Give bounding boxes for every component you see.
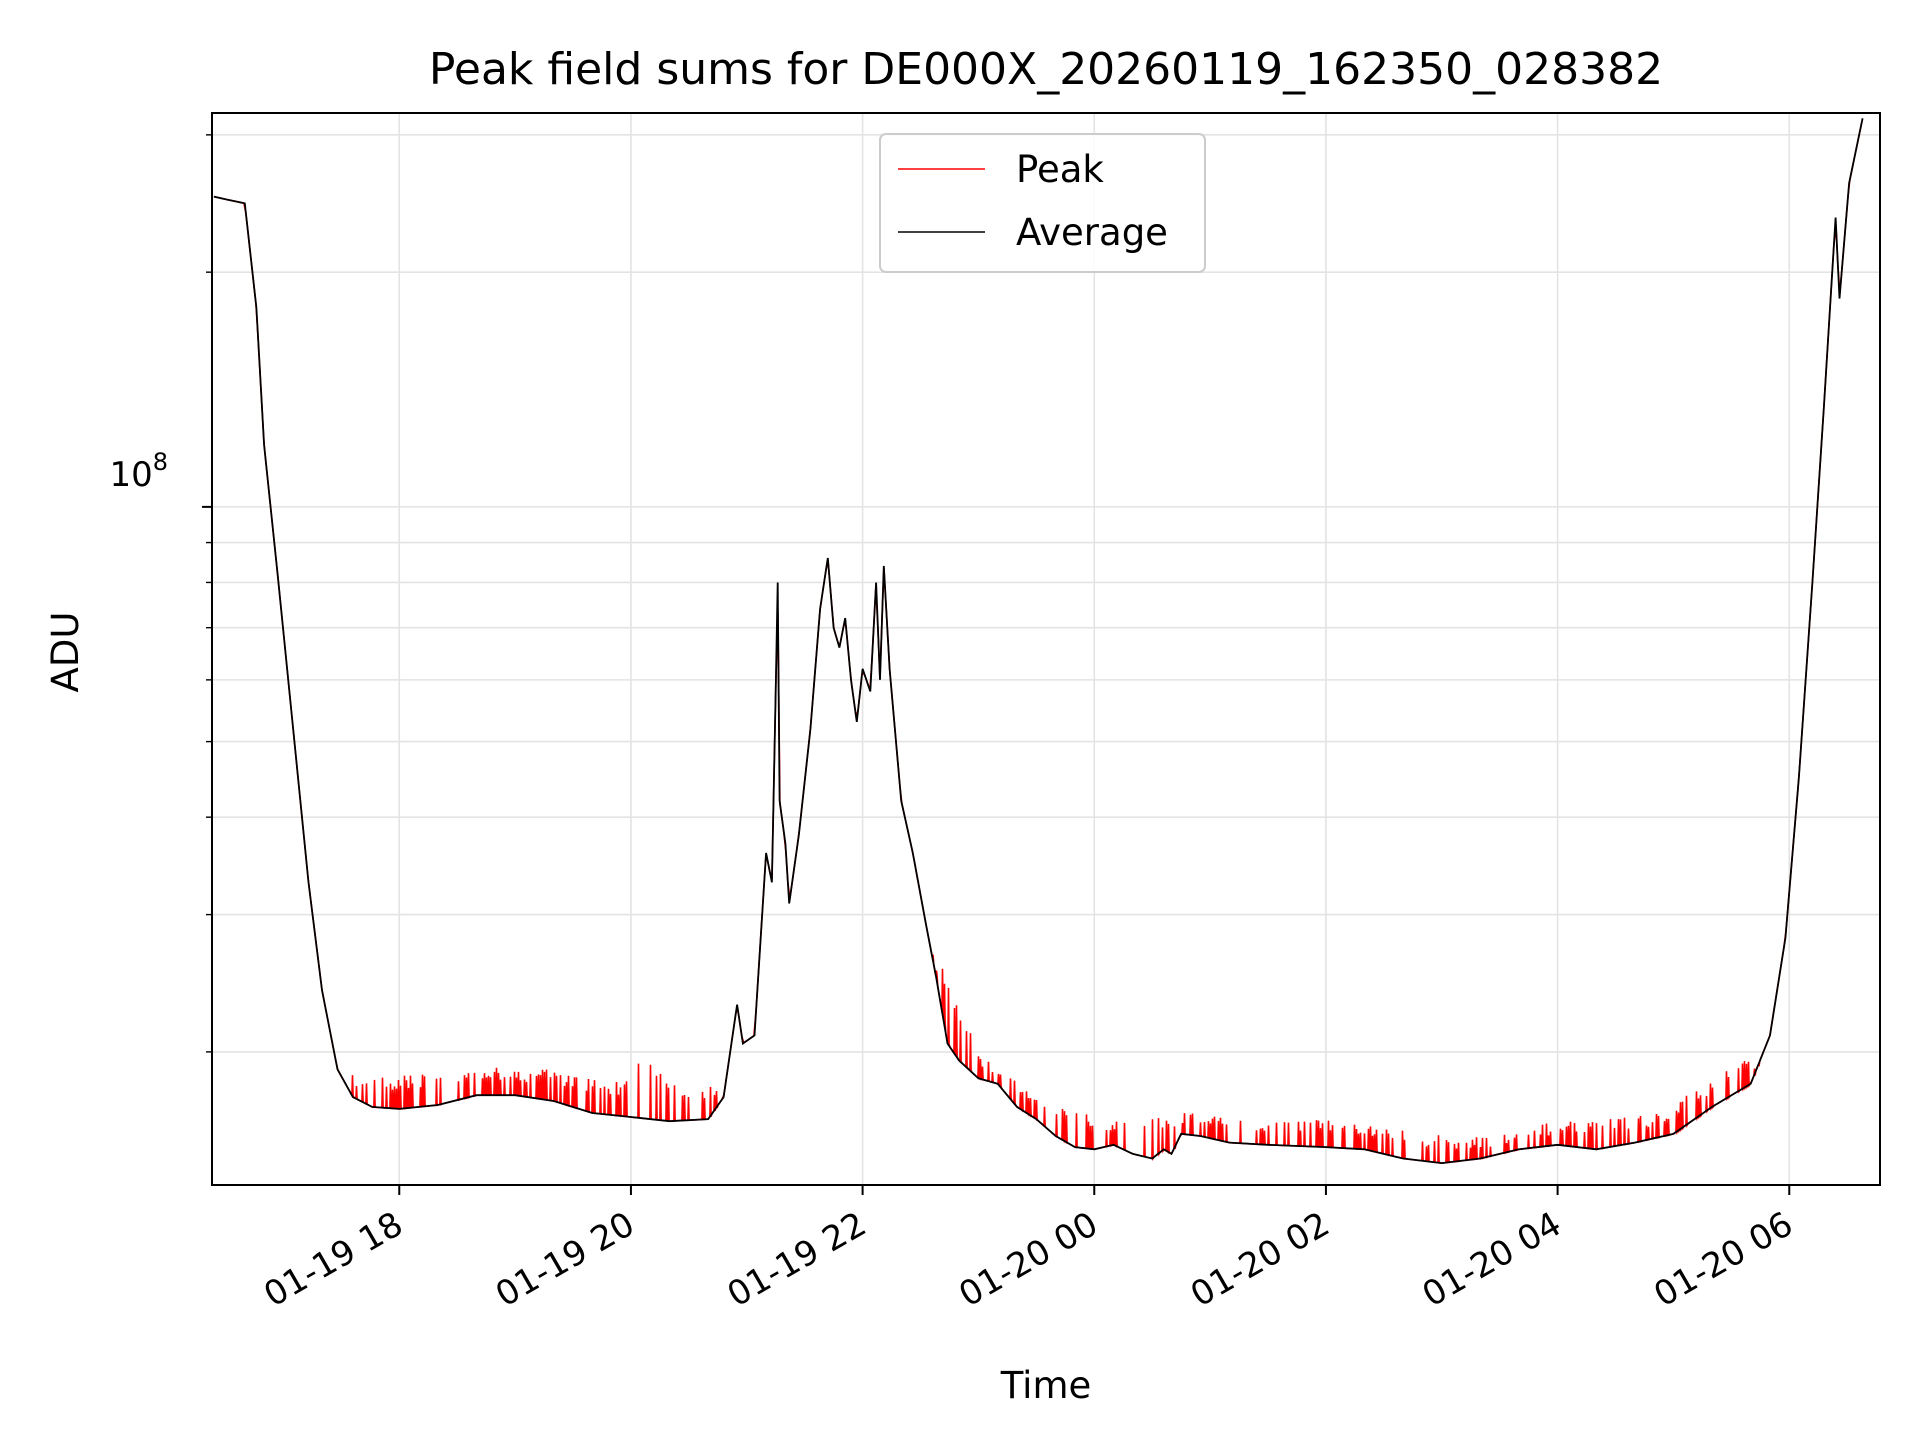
- y-tick-exponent: 8: [153, 448, 168, 476]
- y-axis-label: ADU: [44, 612, 87, 693]
- series-layer: [213, 118, 1864, 1165]
- y-tick-label-1e8: 108: [109, 448, 168, 495]
- series-average-line: [213, 118, 1864, 1165]
- x-axis-label: Time: [1000, 1364, 1092, 1407]
- legend-label-peak: Peak: [1016, 148, 1104, 191]
- legend-label-average: Average: [1016, 211, 1168, 254]
- grid-layer: [212, 113, 1880, 1185]
- plot-frame: [211, 112, 1881, 1186]
- legend: Peak Average: [879, 133, 1206, 273]
- chart-title: Peak field sums for DE000X_20260119_1623…: [429, 44, 1663, 95]
- y-tick-base: 10: [109, 455, 152, 495]
